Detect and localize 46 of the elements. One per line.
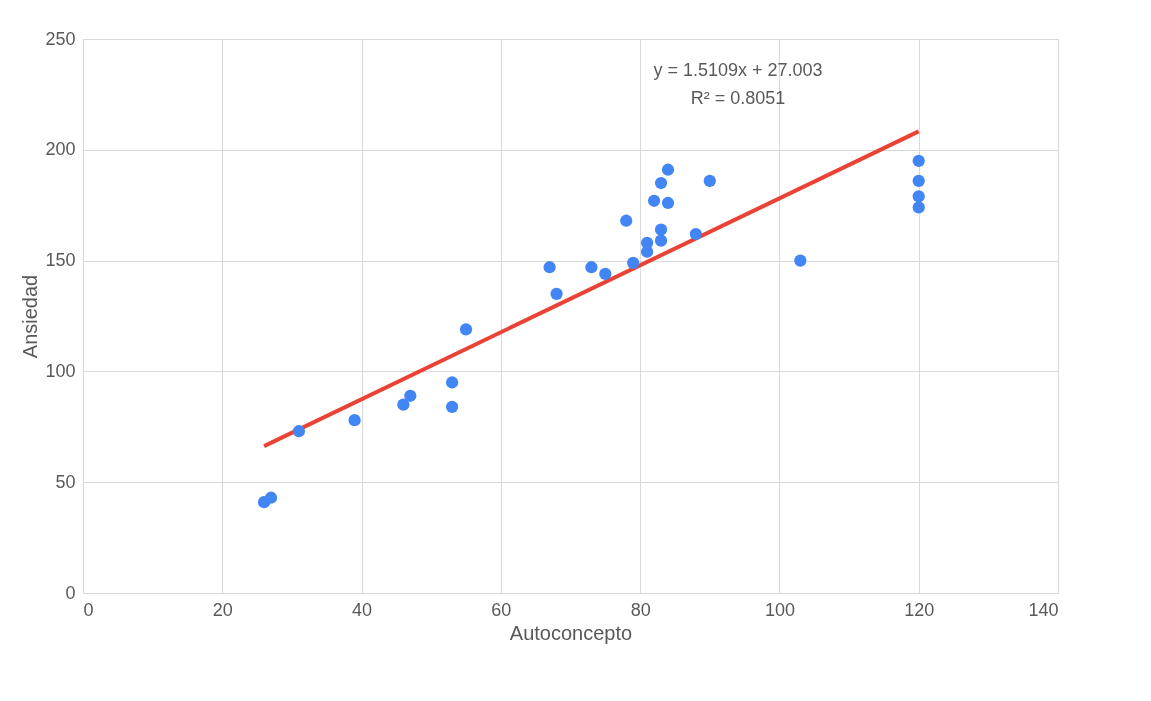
- y-tick-label: 250: [45, 28, 76, 49]
- point: [647, 194, 661, 207]
- point: [912, 154, 925, 167]
- y-tick-label: 50: [55, 471, 76, 492]
- point: [348, 414, 361, 427]
- point: [585, 261, 598, 274]
- point: [445, 376, 459, 389]
- point: [912, 174, 925, 187]
- point: [543, 261, 556, 274]
- x-tick-label: 40: [352, 599, 373, 620]
- point: [912, 190, 925, 203]
- point: [661, 163, 675, 176]
- y-axis-title: Ansiedad: [19, 274, 42, 359]
- point: [689, 227, 702, 241]
- x-axis-title: Autoconcepto: [509, 621, 633, 644]
- point: [445, 400, 459, 413]
- point: [404, 389, 417, 402]
- point: [794, 254, 807, 267]
- x-tick-label: 140: [1028, 599, 1059, 620]
- point: [599, 267, 612, 281]
- point: [654, 234, 668, 247]
- x-tick-label: 80: [630, 599, 651, 620]
- point: [550, 287, 563, 300]
- point: [292, 425, 306, 438]
- point: [640, 245, 654, 258]
- point: [620, 214, 633, 227]
- y-tick-label: 150: [45, 250, 76, 271]
- point: [912, 201, 925, 214]
- y-tick-label: 0: [65, 582, 76, 603]
- point: [654, 176, 668, 190]
- annotation: R² = 0.8051: [690, 88, 786, 108]
- annotation: y = 1.5109x + 27.003: [653, 60, 823, 80]
- x-tick-label: 120: [904, 599, 935, 620]
- point: [627, 256, 640, 269]
- point: [459, 323, 473, 336]
- point: [264, 491, 278, 504]
- point: [661, 196, 675, 210]
- point: [703, 174, 716, 187]
- point: [654, 223, 668, 236]
- x-tick-label: 20: [212, 599, 233, 620]
- y-tick-label: 200: [45, 139, 76, 160]
- x-tick-label: 60: [491, 599, 512, 620]
- y-tick-label: 100: [45, 360, 76, 381]
- x-tick-label: 100: [764, 599, 795, 620]
- x-tick-label: 0: [83, 599, 94, 620]
- point: [397, 398, 410, 411]
